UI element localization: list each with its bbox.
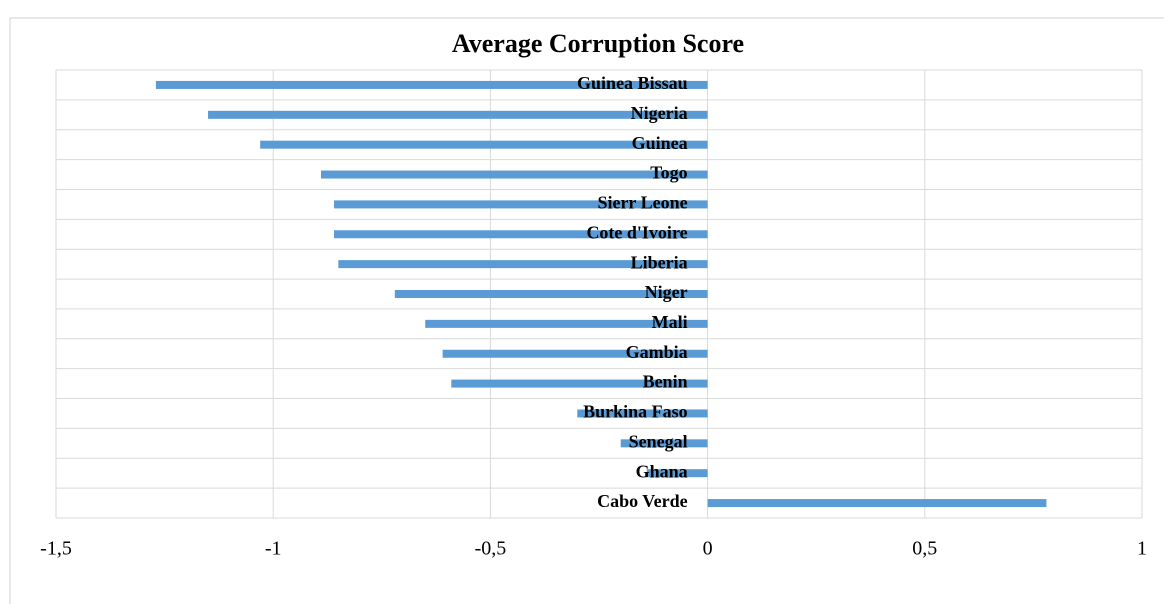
bar bbox=[451, 379, 708, 388]
bar bbox=[442, 349, 708, 358]
y-tick-label: Liberia bbox=[631, 252, 688, 272]
x-tick-label: 1 bbox=[1137, 538, 1147, 560]
chart-title: Average Corruption Score bbox=[452, 29, 744, 58]
y-tick-label: Ghana bbox=[636, 461, 688, 481]
bar bbox=[208, 110, 708, 119]
x-tick-label: -1 bbox=[265, 538, 282, 560]
y-tick-label: Cote d'Ivoire bbox=[586, 222, 687, 242]
x-tick-label: 0 bbox=[703, 538, 713, 560]
bar bbox=[707, 499, 1047, 508]
y-tick-label: Senegal bbox=[629, 431, 688, 451]
bar bbox=[338, 260, 708, 269]
y-tick-label: Nigeria bbox=[631, 103, 688, 123]
x-tick-label: 0,5 bbox=[912, 538, 937, 560]
chart-border bbox=[9, 17, 1164, 604]
y-tick-label: Benin bbox=[643, 372, 688, 392]
y-tick-label: Togo bbox=[650, 163, 687, 183]
bar bbox=[425, 319, 708, 328]
bar bbox=[334, 200, 708, 209]
y-tick-label: Guinea Bissau bbox=[577, 73, 688, 93]
bar bbox=[394, 290, 708, 298]
bar bbox=[320, 170, 708, 179]
bar bbox=[155, 80, 708, 89]
bar bbox=[334, 230, 708, 239]
y-tick-label: Sierr Leone bbox=[597, 193, 687, 213]
bar bbox=[620, 439, 708, 448]
y-tick-label: Guinea bbox=[632, 133, 688, 153]
bar bbox=[577, 409, 708, 418]
y-tick-label: Burkina Faso bbox=[583, 402, 688, 422]
x-tick-label: -1,5 bbox=[40, 538, 72, 560]
x-tick-label: -0,5 bbox=[475, 538, 507, 560]
y-tick-label: Niger bbox=[645, 282, 688, 302]
y-tick-label: Cabo Verde bbox=[597, 491, 688, 511]
bar bbox=[260, 140, 708, 149]
y-tick-label: Mali bbox=[652, 312, 688, 332]
y-tick-label: Gambia bbox=[626, 342, 688, 362]
bar bbox=[646, 469, 708, 478]
